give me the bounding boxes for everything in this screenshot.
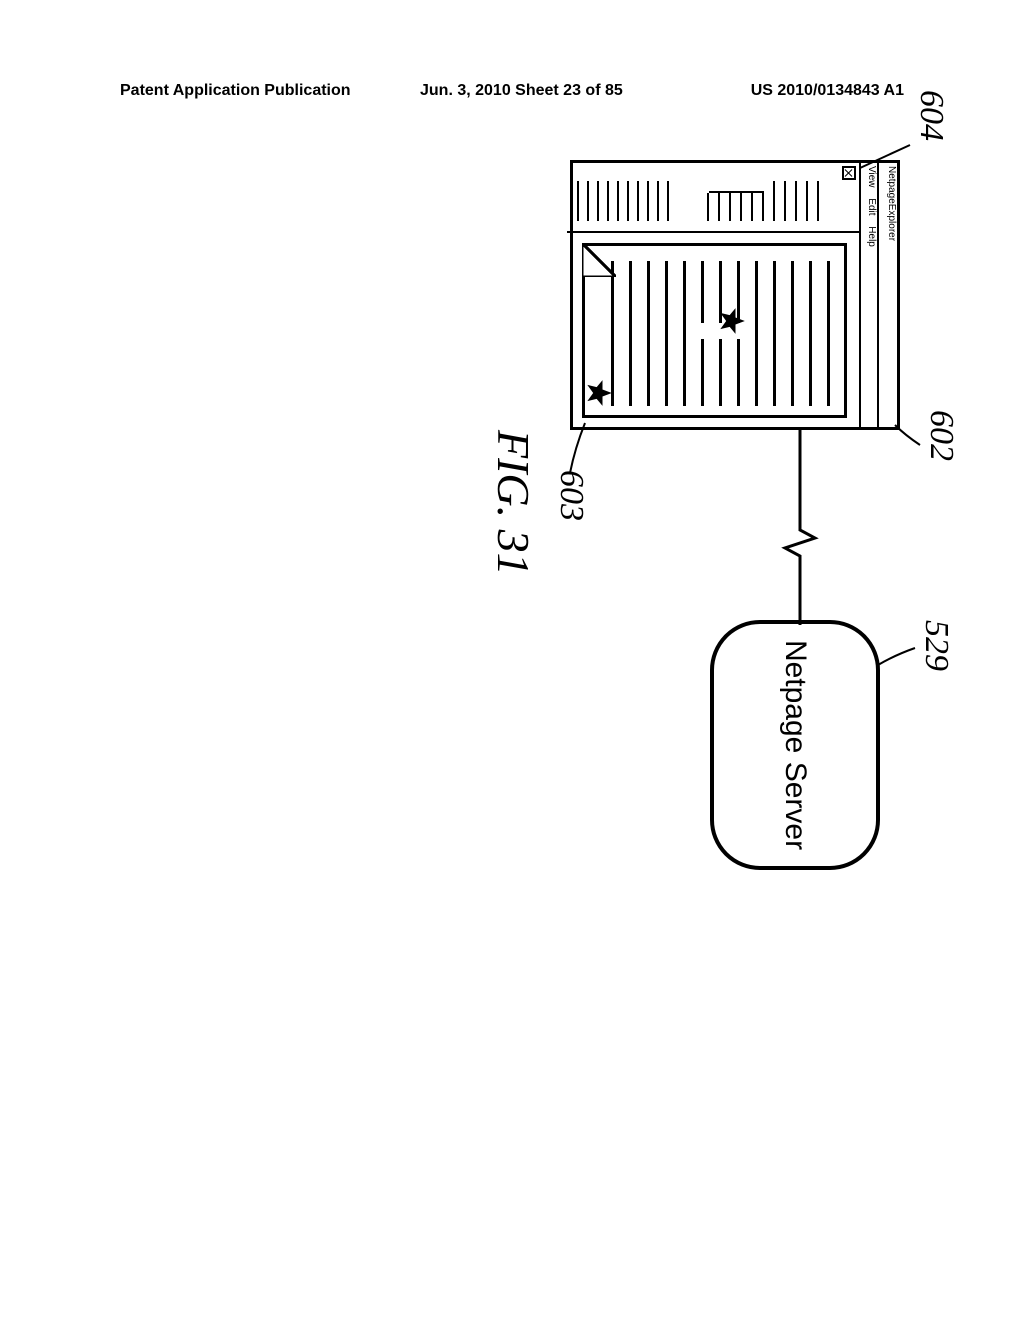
tree-line	[740, 193, 742, 221]
tree-line	[773, 181, 775, 221]
tree-line	[637, 181, 639, 221]
tree-line	[647, 181, 649, 221]
tree-line	[784, 181, 786, 221]
tree-line	[627, 181, 629, 221]
tree-line	[751, 193, 753, 221]
doc-text-line	[773, 261, 776, 406]
tree-line	[577, 181, 579, 221]
connection-line	[760, 430, 840, 630]
tree-line	[657, 181, 659, 221]
doc-text-line	[701, 339, 704, 406]
sidebar-icon[interactable]	[842, 166, 856, 180]
app-window: NetpageExplorer View Edit Help	[570, 160, 900, 430]
doc-text-line	[647, 261, 650, 406]
doc-text-line	[791, 261, 794, 406]
header-date-sheet: Jun. 3, 2010 Sheet 23 of 85	[420, 82, 623, 100]
tree-line	[718, 193, 720, 221]
tree-line	[587, 181, 589, 221]
header-docnumber: US 2010/0134843 A1	[751, 82, 904, 100]
tree-line	[762, 193, 764, 221]
menu-edit[interactable]: Edit	[866, 198, 877, 215]
menu-help[interactable]: Help	[866, 226, 877, 247]
server-node: Netpage Server	[710, 620, 880, 870]
ref-604: 604	[912, 90, 950, 141]
doc-text-line	[629, 261, 632, 406]
figure-label: FIG. 31	[487, 430, 540, 576]
tree-line	[617, 181, 619, 221]
menu-view[interactable]: View	[866, 166, 877, 188]
server-label: Netpage Server	[778, 640, 812, 850]
figure-diagram: 602 604 NetpageExplorer View Edit Help	[200, 160, 900, 920]
header-publication: Patent Application Publication	[120, 82, 351, 100]
star-marker-icon	[718, 307, 746, 335]
window-menubar: View Edit Help	[859, 163, 877, 427]
tree-line	[795, 181, 797, 221]
star-marker-icon	[585, 379, 613, 407]
tree-line	[607, 181, 609, 221]
tree-line	[667, 181, 669, 221]
leader-529	[875, 640, 920, 680]
doc-text-line	[665, 261, 668, 406]
tree-line	[597, 181, 599, 221]
tree-line	[729, 193, 731, 221]
tree-line	[707, 193, 709, 221]
tree-line	[817, 181, 819, 221]
doc-text-line	[737, 339, 740, 406]
document-preview	[582, 243, 847, 418]
ref-602: 602	[922, 410, 960, 461]
window-titlebar: NetpageExplorer	[877, 163, 897, 427]
tree-line	[806, 181, 808, 221]
ref-529: 529	[917, 620, 955, 671]
doc-text-line	[809, 261, 812, 406]
page-fold-icon	[582, 243, 616, 277]
doc-text-line	[701, 261, 704, 323]
doc-text-line	[827, 261, 830, 406]
doc-text-line	[755, 261, 758, 406]
leader-603	[560, 418, 590, 478]
doc-text-line	[719, 339, 722, 406]
doc-text-line	[683, 261, 686, 406]
window-sidebar	[567, 163, 859, 233]
